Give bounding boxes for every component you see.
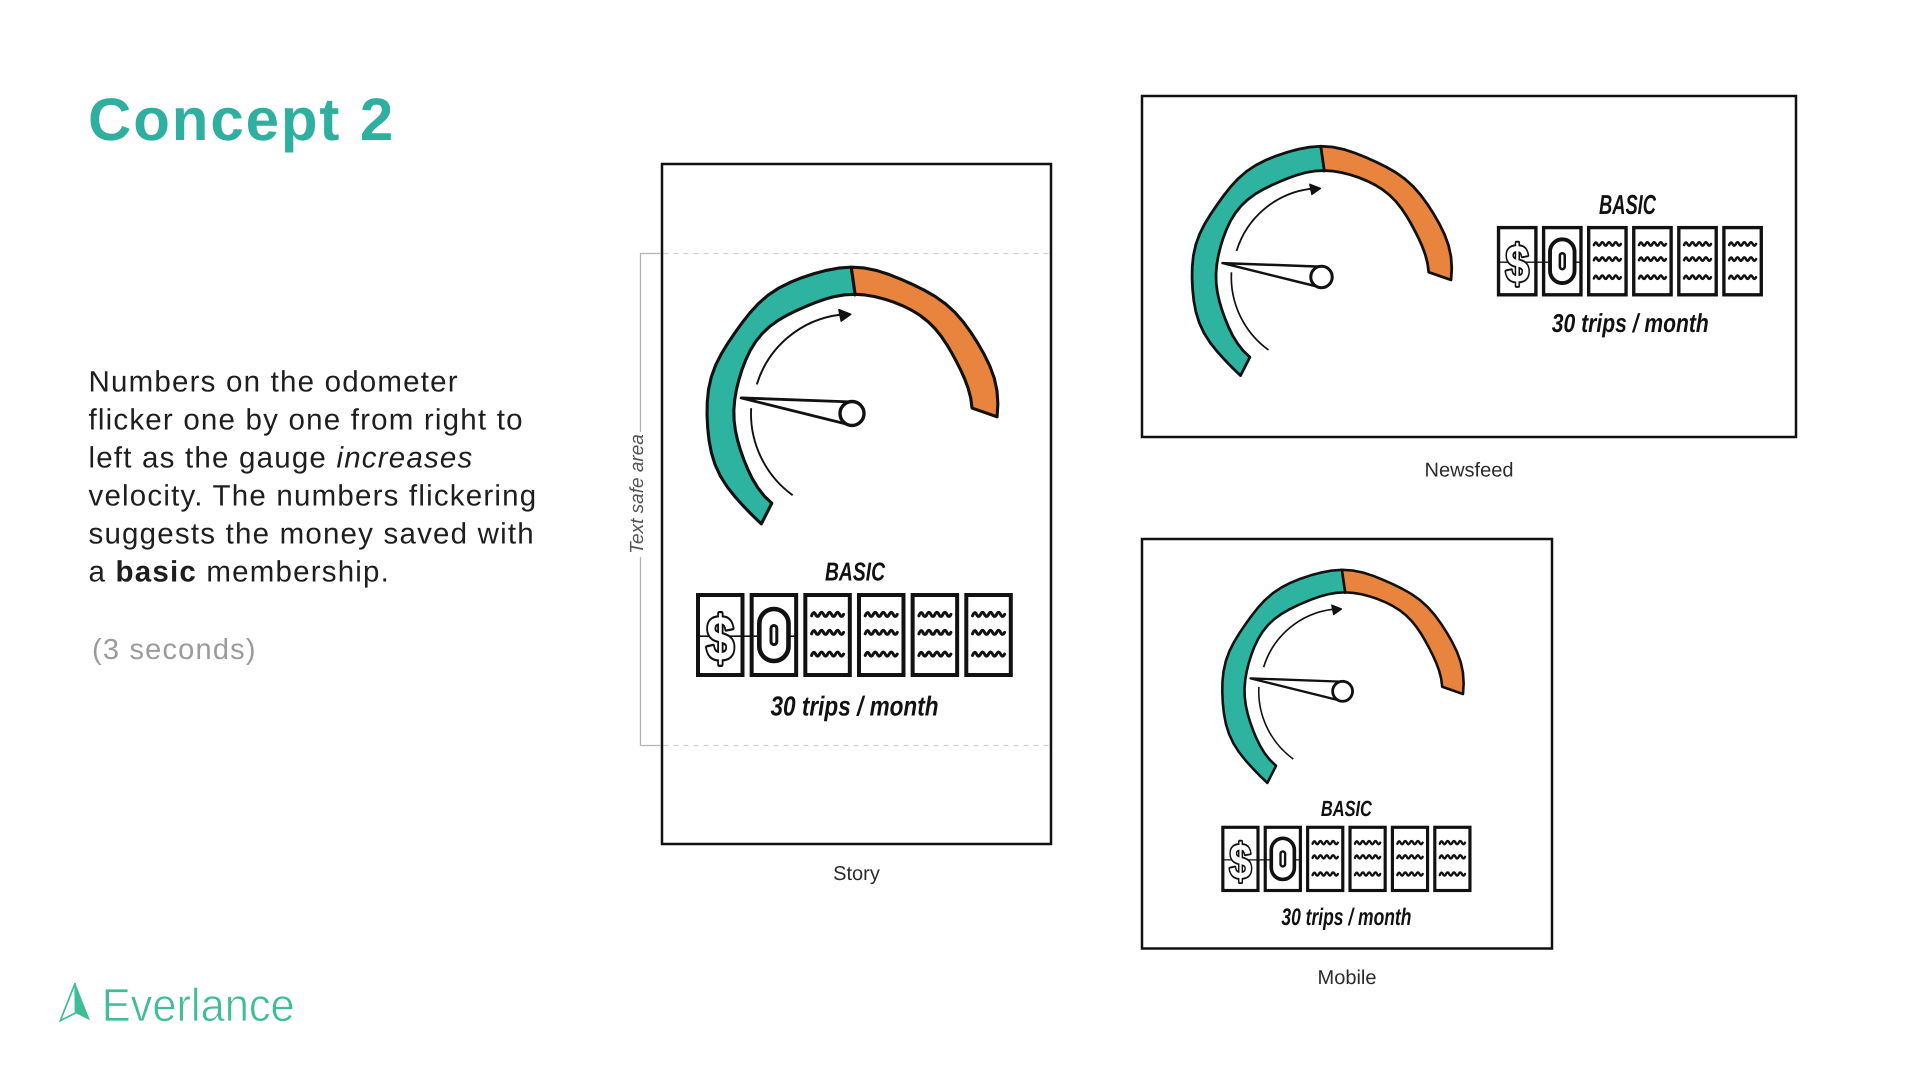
svg-text:a basic membership.: a basic membership. xyxy=(89,556,391,589)
svg-text:(3 seconds): (3 seconds) xyxy=(92,634,257,666)
svg-text:velocity. The numbers flickeri: velocity. The numbers flickering xyxy=(89,480,538,513)
svg-text:flicker one by one from right: flicker one by one from right to xyxy=(89,404,524,437)
svg-text:Text safe area: Text safe area xyxy=(627,434,648,554)
svg-text:30 trips / month: 30 trips / month xyxy=(1552,308,1709,338)
svg-text:Newsfeed: Newsfeed xyxy=(1425,460,1514,482)
svg-text:Concept 2: Concept 2 xyxy=(88,86,395,153)
svg-text:30 trips / month: 30 trips / month xyxy=(771,691,939,722)
svg-text:left as the gauge increases: left as the gauge increases xyxy=(89,442,474,475)
svg-text:suggests the money saved with: suggests the money saved with xyxy=(89,518,535,551)
svg-text:BASIC: BASIC xyxy=(825,557,886,587)
svg-text:Story: Story xyxy=(833,863,880,885)
svg-text:30 trips / month: 30 trips / month xyxy=(1281,904,1411,931)
svg-text:BASIC: BASIC xyxy=(1321,796,1373,821)
svg-text:Numbers on the odometer: Numbers on the odometer xyxy=(89,366,459,399)
svg-text:Everlance: Everlance xyxy=(102,979,295,1031)
svg-text:Mobile: Mobile xyxy=(1318,967,1377,989)
svg-text:BASIC: BASIC xyxy=(1599,189,1657,220)
